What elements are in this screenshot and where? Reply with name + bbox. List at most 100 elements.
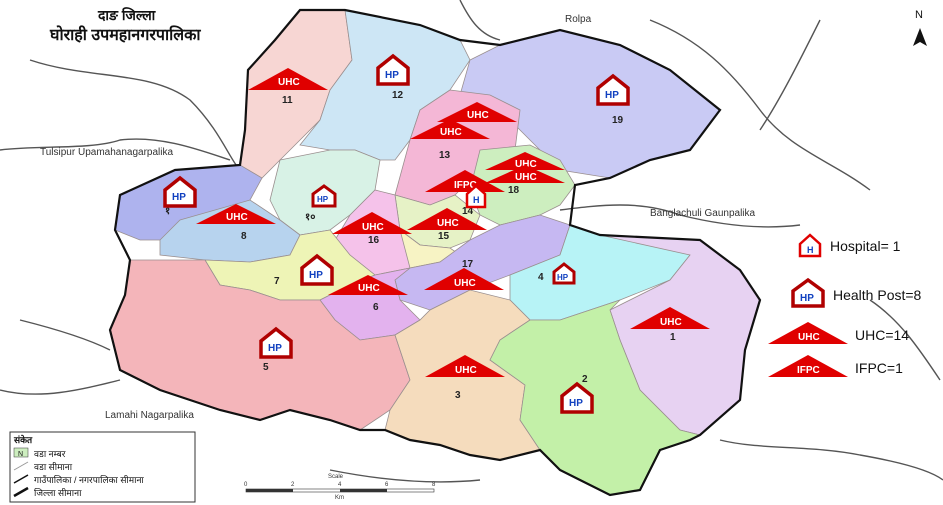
- uhc-markers: UHC UHC UHC UHC UHC UHC UHC UHC: [196, 68, 710, 377]
- legend-hospital: H Hospital= 1: [798, 233, 901, 258]
- ifpc-label: IFPC: [797, 365, 820, 376]
- ward-label: 18: [508, 185, 520, 196]
- neighbor-label-east: Banglachuli Gaunpalika: [650, 208, 756, 219]
- hp-label: HP: [800, 293, 814, 304]
- legend-uhc-label: UHC=14: [855, 327, 909, 343]
- scale-tick-label: 8: [432, 482, 436, 488]
- district-title: दाङ जिल्ला: [97, 7, 157, 23]
- health-post-icon: HP: [560, 381, 594, 414]
- north-arrow: N: [913, 9, 927, 46]
- uhc-marker: UHC: [485, 165, 565, 183]
- uhc-marker: UHC: [424, 268, 504, 290]
- uhc-label: UHC: [798, 332, 820, 343]
- health-post-icon: HP: [311, 184, 337, 208]
- hp-label: HP: [385, 70, 399, 81]
- uhc-label: UHC: [467, 110, 489, 121]
- ward-label: 14: [462, 206, 474, 217]
- hp-label: HP: [569, 398, 583, 409]
- health-post-icon: HP: [300, 253, 334, 286]
- ward-label: 1: [670, 332, 676, 343]
- hospital-label: H: [473, 195, 480, 205]
- ifpc-label: IFPC: [454, 180, 477, 191]
- legend-health-post-label: Health Post=8: [833, 287, 922, 303]
- scale-title: Scale: [328, 474, 344, 480]
- hp-label: HP: [172, 192, 186, 203]
- legend-health-post: HP Health Post=8: [791, 277, 922, 308]
- ward-label: 11: [282, 95, 293, 106]
- scale-tick-label: 6: [385, 482, 389, 488]
- uhc-label: UHC: [437, 218, 459, 229]
- neighbor-label-south: Lamahi Nagarpalika: [105, 410, 194, 421]
- hp-label: HP: [268, 343, 282, 354]
- scale-bar: Scale 0 2 4 6 8 Km: [244, 474, 436, 501]
- key-item: वडा सीमाना: [34, 461, 73, 472]
- health-post-icon: HP: [259, 326, 293, 359]
- hospital-label: H: [807, 245, 814, 255]
- ward-label: 17: [462, 259, 474, 270]
- hp-label: HP: [309, 270, 323, 281]
- ward-label: 2: [582, 374, 588, 385]
- uhc-marker: UHC: [332, 212, 412, 234]
- ward-label: 8: [241, 231, 247, 242]
- background-boundaries: [0, 0, 943, 483]
- legend-hospital-label: Hospital= 1: [830, 238, 901, 254]
- hp-markers: HP HP HP HP HP HP HP HP: [163, 53, 630, 414]
- uhc-marker: UHC: [407, 208, 487, 230]
- ward-label: 3: [455, 390, 461, 401]
- uhc-marker: UHC: [248, 68, 328, 90]
- legend-ifpc-label: IFPC=1: [855, 360, 903, 376]
- uhc-label: UHC: [515, 172, 537, 183]
- uhc-marker: UHC: [768, 322, 848, 344]
- legend-ifpc: IFPC IFPC=1: [768, 355, 903, 377]
- municipal-boundary-symbol: [13, 474, 29, 484]
- legend-uhc: UHC UHC=14: [768, 322, 909, 344]
- ward-label: 4: [538, 272, 544, 283]
- health-post-icon: HP: [376, 53, 410, 86]
- uhc-marker: UHC: [425, 355, 505, 377]
- ward-labels: 11 12 19 13 18 १ १० 14 8 16 15 17 4 7 6 …: [165, 90, 676, 401]
- ward-label: 5: [263, 362, 269, 373]
- health-post-icon: HP: [163, 175, 197, 208]
- uhc-label: UHC: [515, 159, 537, 170]
- ward-label: 6: [373, 302, 379, 313]
- uhc-marker: UHC: [437, 102, 517, 122]
- ward-number-symbol-label: N: [18, 451, 23, 458]
- ward-label: 12: [392, 90, 404, 101]
- ward-polygons: [109, 9, 761, 496]
- key-item: जिल्ला सीमाना: [34, 487, 82, 498]
- north-arrow-label: N: [915, 9, 923, 21]
- uhc-label: UHC: [358, 283, 380, 294]
- key-item: वडा नम्बर: [34, 449, 66, 459]
- municipality-title: घोराही उपमहानगरपालिका: [49, 25, 201, 44]
- ward-label: 13: [439, 150, 451, 161]
- scale-tick-label: 0: [244, 482, 248, 488]
- hp-label: HP: [605, 90, 619, 101]
- hp-label: HP: [557, 273, 569, 282]
- ward-label: 15: [438, 231, 450, 242]
- ward-label: १: [165, 206, 170, 217]
- uhc-label: UHC: [362, 222, 384, 233]
- ward-label: 7: [274, 276, 280, 287]
- key-title: संकेत: [13, 434, 33, 445]
- uhc-label: UHC: [278, 77, 300, 88]
- uhc-label: UHC: [455, 365, 477, 376]
- ward-label: १०: [305, 212, 315, 223]
- uhc-label: UHC: [660, 317, 682, 328]
- scale-tick-label: 2: [291, 482, 295, 488]
- uhc-marker: UHC: [196, 204, 276, 224]
- facility-legend: H Hospital= 1 HP Health Post=8 UHC UHC=1…: [768, 233, 922, 377]
- uhc-marker: UHC: [485, 152, 565, 170]
- neighbor-label-north: Rolpa: [565, 14, 592, 25]
- district-boundary-symbol: [13, 486, 29, 498]
- key-item: गाउँपालिका / नगरपालिका सीमाना: [34, 474, 144, 485]
- municipality-boundary: [108, 8, 762, 497]
- uhc-marker: UHC: [630, 307, 710, 329]
- hp-label: HP: [317, 195, 329, 204]
- health-post-icon: HP: [552, 262, 576, 285]
- uhc-label: UHC: [440, 127, 462, 138]
- uhc-label: UHC: [454, 278, 476, 289]
- ifpc-marker: IFPC: [425, 170, 505, 192]
- ward-label: 16: [368, 235, 380, 246]
- uhc-label: UHC: [226, 212, 248, 223]
